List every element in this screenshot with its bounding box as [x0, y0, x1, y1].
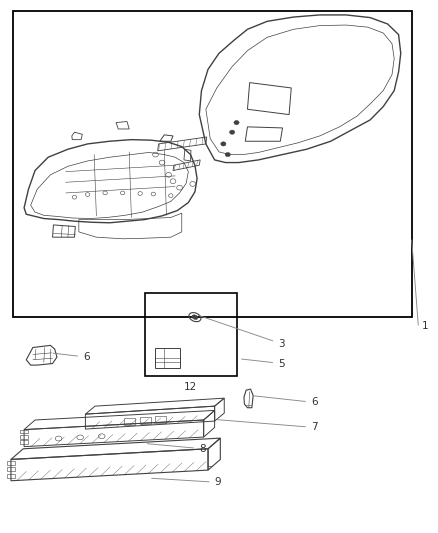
Ellipse shape — [192, 315, 198, 319]
Text: 6: 6 — [253, 396, 318, 407]
Text: 7: 7 — [217, 419, 318, 432]
Text: 12: 12 — [184, 382, 197, 392]
Text: 9: 9 — [152, 478, 221, 487]
Bar — [155, 348, 180, 368]
Bar — [20, 435, 28, 439]
Bar — [155, 416, 166, 423]
Text: 6: 6 — [53, 352, 90, 362]
Ellipse shape — [234, 120, 239, 125]
Ellipse shape — [225, 152, 230, 157]
Ellipse shape — [221, 142, 226, 146]
Bar — [124, 418, 135, 425]
Bar — [7, 467, 15, 471]
Text: 1: 1 — [421, 321, 428, 331]
Bar — [13, 11, 412, 317]
Bar — [145, 293, 237, 376]
Bar — [140, 417, 151, 424]
Bar — [7, 474, 15, 478]
Ellipse shape — [230, 130, 235, 134]
Text: 3: 3 — [198, 316, 285, 349]
Bar — [20, 440, 28, 444]
Bar — [7, 461, 15, 465]
Bar — [20, 430, 28, 433]
Text: 5: 5 — [241, 359, 285, 368]
Text: 8: 8 — [147, 443, 206, 454]
